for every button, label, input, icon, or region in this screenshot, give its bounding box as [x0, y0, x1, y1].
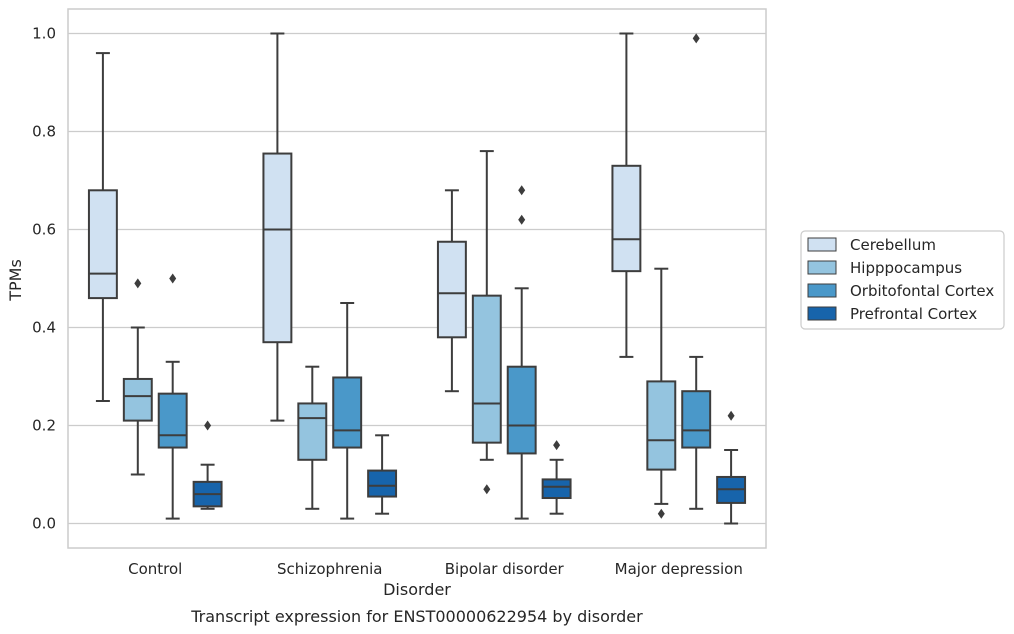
outlier-point — [169, 273, 177, 284]
box-hipppocampus — [122, 278, 153, 476]
legend-label: Cerebellum — [850, 236, 936, 254]
box-iqr — [262, 152, 293, 344]
box-iqr — [332, 376, 363, 449]
legend: Cerebellum Hipppocampus Orbitofontal Corte… — [800, 230, 1005, 330]
outlier-point — [483, 484, 491, 495]
outlier-point — [657, 508, 665, 519]
box-hipppocampus — [297, 365, 328, 510]
box-iqr — [471, 294, 502, 444]
box-iqr — [157, 392, 188, 449]
plot-frame — [67, 8, 767, 549]
outlier-point — [727, 410, 735, 421]
x-tick-label: Control — [128, 560, 182, 578]
box-iqr — [611, 164, 642, 273]
box-orbitofontal-cortex — [157, 273, 188, 520]
x-tick-label: Major depression — [615, 560, 743, 578]
legend-swatch — [807, 237, 837, 252]
x-tick-labels: Control Schizophrenia Bipolar disorder Majo… — [128, 560, 743, 578]
legend-label: Prefrontal Cortex — [850, 305, 977, 323]
box-marks — [87, 32, 747, 525]
box-prefrontal-cortex — [192, 420, 223, 510]
box-iqr — [681, 390, 712, 449]
box-iqr — [506, 365, 537, 455]
y-tick-label: 1.0 — [32, 25, 56, 43]
box-iqr — [541, 478, 572, 500]
figure-caption: Transcript expression for ENST0000062295… — [190, 607, 643, 626]
x-tick-label: Schizophrenia — [277, 560, 382, 578]
box-iqr — [87, 189, 118, 300]
box-cerebellum — [87, 52, 118, 402]
x-tick-label: Bipolar disorder — [445, 560, 565, 578]
box-orbitofontal-cortex — [332, 302, 363, 520]
box-cerebellum — [262, 32, 293, 422]
y-tick-label: 0.2 — [32, 417, 56, 435]
box-iqr — [367, 469, 398, 498]
y-tick-labels: 0.0 0.2 0.4 0.6 0.8 1.0 — [32, 25, 56, 533]
legend-frame — [800, 230, 1005, 330]
box-prefrontal-cortex — [541, 440, 572, 515]
box-hipppocampus — [471, 150, 502, 495]
y-tick-label: 0.6 — [32, 221, 56, 239]
box-iqr — [646, 380, 677, 471]
box-orbitofontal-cortex — [681, 33, 712, 510]
x-axis-label: Disorder — [383, 580, 451, 599]
outlier-point — [204, 420, 212, 431]
box-orbitofontal-cortex — [506, 185, 537, 520]
box-iqr — [297, 402, 328, 461]
legend-label: Hipppocampus — [850, 259, 962, 277]
outlier-point — [553, 440, 561, 451]
y-tick-label: 0.0 — [32, 515, 56, 533]
box-iqr — [122, 377, 153, 422]
y-tick-label: 0.8 — [32, 123, 56, 141]
y-axis-label: TPMs — [6, 259, 25, 302]
box-hipppocampus — [646, 267, 677, 519]
y-tick-label: 0.4 — [32, 319, 56, 337]
outlier-point — [518, 214, 526, 225]
box-prefrontal-cortex — [367, 434, 398, 515]
outlier-point — [134, 278, 142, 289]
legend-swatch — [807, 306, 837, 321]
box-cerebellum — [436, 189, 467, 393]
outlier-point — [518, 185, 526, 196]
box-cerebellum — [611, 32, 642, 358]
legend-swatch — [807, 283, 837, 298]
box-iqr — [436, 240, 467, 339]
outlier-point — [692, 33, 700, 44]
legend-swatch — [807, 260, 837, 275]
box-prefrontal-cortex — [716, 410, 747, 525]
legend-label: Orbitofontal Cortex — [850, 282, 994, 300]
